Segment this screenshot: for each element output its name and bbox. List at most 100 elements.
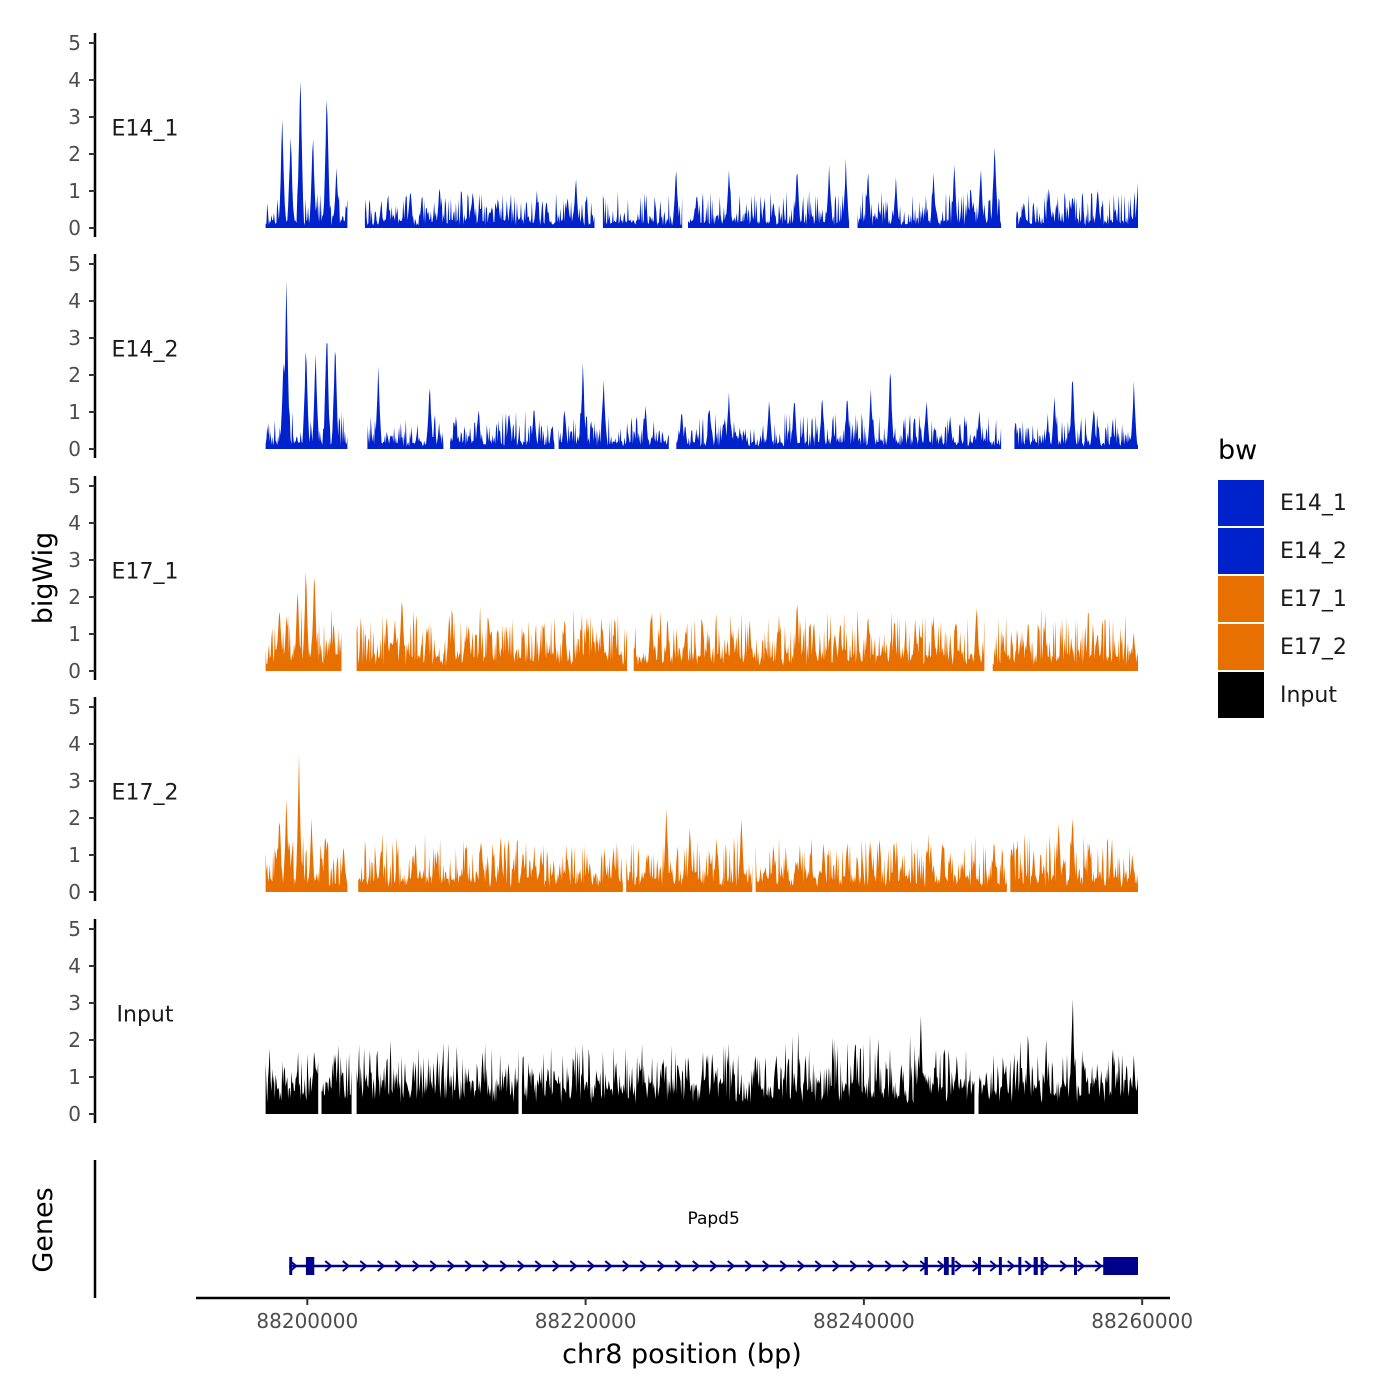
y-tick-label: 4 [68, 289, 81, 313]
strand-arrow [534, 1260, 543, 1272]
strand-arrow [797, 1260, 806, 1272]
legend-label: Input [1280, 683, 1337, 708]
y-tick-label: 0 [68, 1102, 81, 1126]
strand-arrow [814, 1260, 823, 1272]
strand-arrow [622, 1260, 631, 1272]
legend-swatch-e17-2 [1218, 624, 1264, 670]
track-e17-1: 0 1 2 3 4 5 E17_1 [68, 474, 1139, 683]
strand-arrow [674, 1260, 683, 1272]
strand-arrow [587, 1260, 596, 1272]
strand-arrow [762, 1260, 771, 1272]
legend-label: E14_2 [1280, 539, 1347, 564]
strand-arrow [499, 1260, 508, 1272]
y-tick-label: 5 [68, 31, 81, 55]
y-axis-title: bigWig [28, 532, 59, 625]
strand-arrow [377, 1260, 386, 1272]
gene-exon [289, 1257, 293, 1275]
strand-arrow [394, 1260, 403, 1272]
legend-swatch-e14-2 [1218, 528, 1264, 574]
strand-arrow [657, 1260, 666, 1272]
strand-arrow [324, 1260, 333, 1272]
x-tick-label: 88260000 [1091, 1309, 1193, 1333]
y-tick-label: 2 [68, 142, 81, 166]
strand-arrow [832, 1260, 841, 1272]
track-e14-2: 0 1 2 3 4 5 E14_2 [68, 252, 1139, 461]
y-tick-label: 1 [68, 400, 81, 424]
x-axis-title: chr8 position (bp) [562, 1339, 802, 1370]
y-tick-label: 0 [68, 880, 81, 904]
y-tick-label: 5 [68, 474, 81, 498]
gene-exon [951, 1257, 955, 1275]
strand-arrow [779, 1260, 788, 1272]
strand-arrow [1077, 1260, 1086, 1272]
gene-exon [1018, 1257, 1022, 1275]
strand-arrow [517, 1260, 526, 1272]
strand-arrow [604, 1260, 613, 1272]
y-tick-label: 2 [68, 363, 81, 387]
gene-exon [1033, 1257, 1038, 1275]
y-tick-label: 3 [68, 326, 81, 350]
y-tick-label: 3 [68, 548, 81, 572]
track-label: E14_2 [112, 338, 179, 363]
signal-area-e14-1 [265, 81, 1139, 228]
track-label: E14_1 [112, 117, 179, 142]
y-tick-label: 0 [68, 659, 81, 683]
strand-arrow [954, 1260, 963, 1272]
gene-exon [977, 1257, 981, 1275]
strand-arrow [1007, 1260, 1016, 1272]
signal-area-e17-1 [265, 571, 1139, 671]
strand-arrow [744, 1260, 753, 1272]
strand-arrow [429, 1260, 438, 1272]
strand-arrow [1042, 1260, 1051, 1272]
gene-exon [924, 1257, 928, 1275]
legend-title: bw [1218, 435, 1257, 466]
track-label: E17_1 [112, 560, 179, 585]
gene-exon [1040, 1257, 1044, 1275]
strand-arrow [727, 1260, 736, 1272]
y-tick-label: 2 [68, 806, 81, 830]
y-tick-label: 3 [68, 105, 81, 129]
y-tick-label: 1 [68, 843, 81, 867]
signal-area-input [265, 999, 1139, 1114]
track-label: E17_2 [112, 781, 179, 806]
strand-arrow [884, 1260, 893, 1272]
track-e17-2: 0 1 2 3 4 5 E17_2 [68, 695, 1139, 904]
y-tick-label: 0 [68, 437, 81, 461]
genes-axis-title: Genes [28, 1187, 59, 1272]
track-input: 0 1 2 3 4 5 Input [68, 917, 1139, 1126]
track-e14-1: 0 1 2 3 4 5 E14_1 [68, 31, 1139, 240]
strand-arrow [639, 1260, 648, 1272]
strand-arrow [937, 1260, 946, 1272]
strand-arrow [342, 1260, 351, 1272]
strand-arrow [1094, 1260, 1103, 1272]
y-tick-label: 4 [68, 68, 81, 92]
y-tick-label: 3 [68, 991, 81, 1015]
strand-arrow [359, 1260, 368, 1272]
track-label: Input [117, 1003, 174, 1028]
strand-arrow [464, 1260, 473, 1272]
strand-arrow [1059, 1260, 1068, 1272]
x-tick-label: 88240000 [813, 1309, 915, 1333]
legend-swatch-e14-1 [1218, 480, 1264, 526]
legend-label: E14_1 [1280, 491, 1347, 516]
strand-arrow [692, 1260, 701, 1272]
x-tick-label: 88220000 [535, 1309, 637, 1333]
y-tick-label: 1 [68, 179, 81, 203]
y-tick-label: 4 [68, 732, 81, 756]
gene-exon [1073, 1257, 1077, 1275]
strand-arrow [709, 1260, 718, 1272]
strand-arrow [289, 1260, 298, 1272]
strand-arrow [1024, 1260, 1033, 1272]
y-tick-label: 5 [68, 252, 81, 276]
strand-arrow [552, 1260, 561, 1272]
y-tick-label: 2 [68, 1028, 81, 1052]
legend-label: E17_2 [1280, 635, 1347, 660]
signal-area-e14-2 [265, 280, 1139, 449]
gene-exon [305, 1257, 315, 1275]
y-tick-label: 5 [68, 695, 81, 719]
strand-arrow [482, 1260, 491, 1272]
legend-swatch-input [1218, 672, 1264, 718]
gene-name-label: Papd5 [687, 1209, 739, 1229]
genes-panel: Papd5 [93, 1160, 1138, 1298]
